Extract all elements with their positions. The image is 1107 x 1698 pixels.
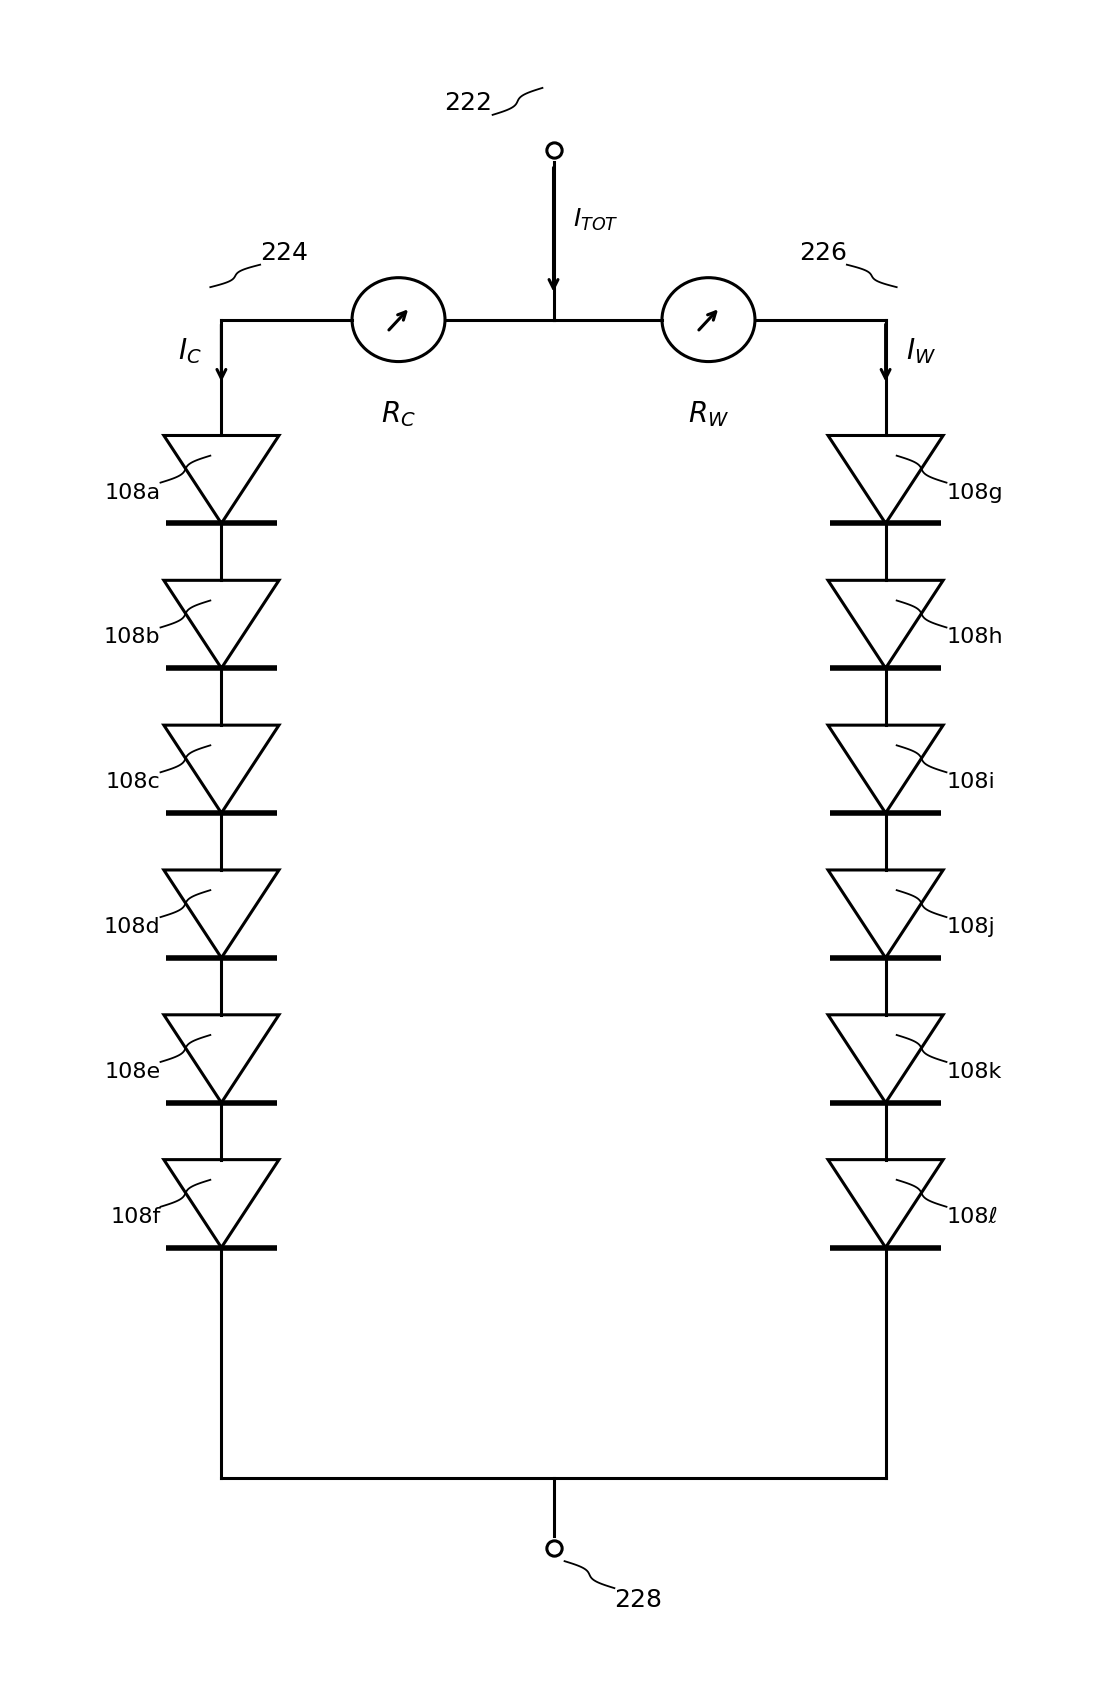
Text: $I_{TOT}$: $I_{TOT}$ bbox=[573, 207, 619, 233]
Text: 108d: 108d bbox=[104, 917, 161, 937]
Text: 108c: 108c bbox=[106, 773, 161, 793]
Text: 108k: 108k bbox=[946, 1061, 1002, 1082]
Text: 226: 226 bbox=[799, 241, 847, 265]
Text: 108ℓ: 108ℓ bbox=[946, 1207, 999, 1226]
Text: 108e: 108e bbox=[104, 1061, 161, 1082]
Text: 108h: 108h bbox=[946, 628, 1003, 647]
Text: 108a: 108a bbox=[104, 482, 161, 503]
Text: 224: 224 bbox=[260, 241, 308, 265]
Text: 222: 222 bbox=[445, 92, 493, 115]
Text: 108g: 108g bbox=[946, 482, 1003, 503]
Text: 108j: 108j bbox=[946, 917, 995, 937]
Text: 108i: 108i bbox=[946, 773, 995, 793]
Text: $I_C$: $I_C$ bbox=[178, 336, 201, 367]
Text: 228: 228 bbox=[614, 1588, 662, 1611]
Text: 108b: 108b bbox=[104, 628, 161, 647]
Text: $R_C$: $R_C$ bbox=[381, 399, 416, 430]
Text: 108f: 108f bbox=[110, 1207, 161, 1226]
Text: $R_W$: $R_W$ bbox=[687, 399, 730, 430]
Text: $I_W$: $I_W$ bbox=[906, 336, 935, 367]
